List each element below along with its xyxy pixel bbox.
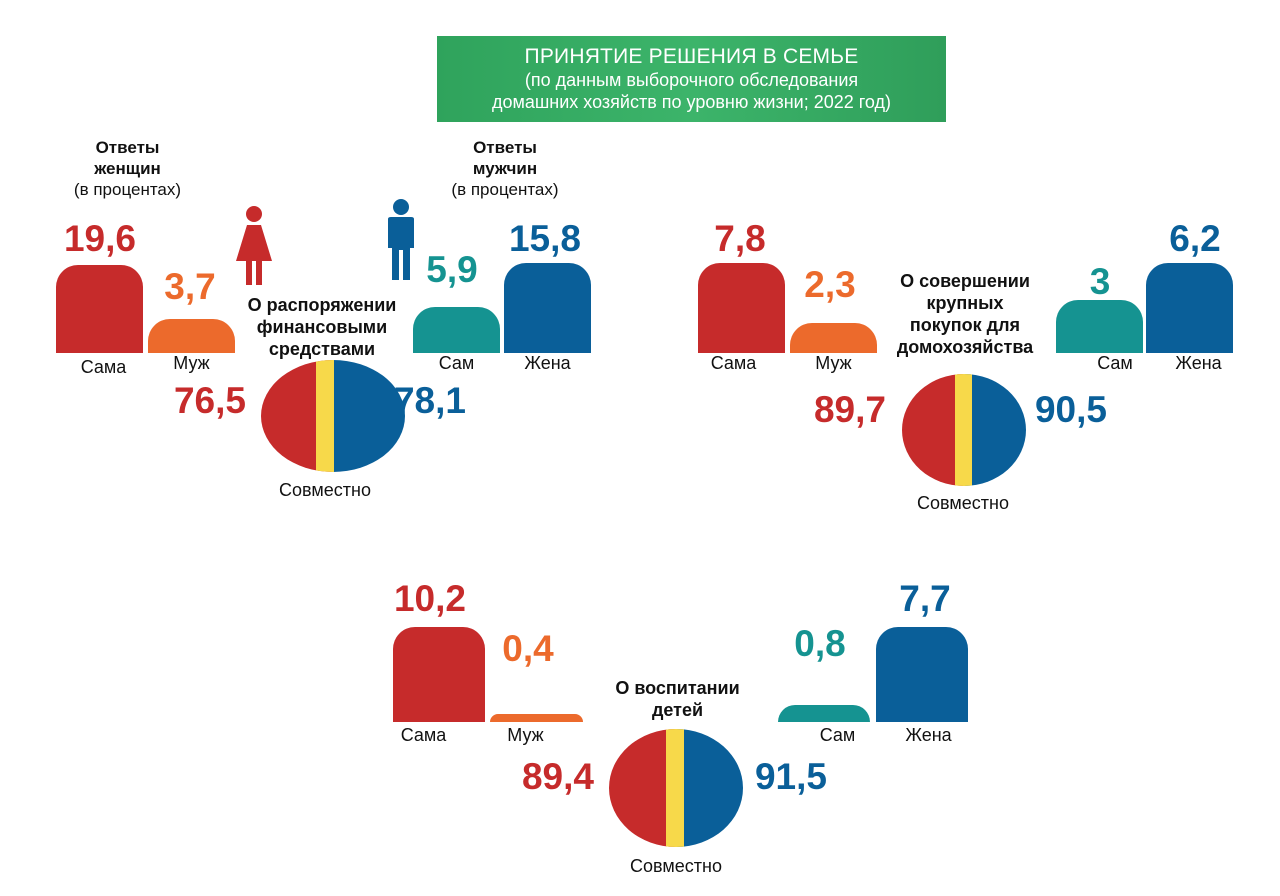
women-heading-line1: Ответы xyxy=(95,138,160,157)
p1-women-self-value: 19,6 xyxy=(63,218,136,259)
p1-women-husband-label: Муж xyxy=(173,353,210,373)
p3-joint-women-half xyxy=(609,729,676,847)
men-heading-line1: Ответы xyxy=(473,138,537,157)
p2-men-self-value: 3 xyxy=(1089,261,1111,302)
title-banner: ПРИНЯТИЕ РЕШЕНИЯ В СЕМЬЕ (по данным выбо… xyxy=(437,36,946,122)
man-icon xyxy=(388,199,414,280)
p1-men-wife-value: 15,8 xyxy=(508,218,581,259)
p3-men-wife-value: 7,7 xyxy=(899,578,951,619)
p3-women-self-label: Сама xyxy=(400,725,447,745)
p3-women-joint-value: 89,4 xyxy=(521,756,594,797)
p1-men-wife-bar xyxy=(504,263,591,353)
p2-men-wife-value: 6,2 xyxy=(1169,218,1221,259)
p2-topic-line1: О совершении xyxy=(900,271,1030,291)
chart-subtitle-line2: домашних хозяйств по уровню жизни; 2022 … xyxy=(491,92,892,112)
p3-topic-line2: детей xyxy=(651,700,704,720)
p2-men-self-label: Сам xyxy=(1097,353,1133,373)
p2-women-self-bar xyxy=(698,263,785,353)
men-heading-line2: мужчин xyxy=(472,159,538,178)
p2-men-wife-bar xyxy=(1146,263,1233,353)
women-heading: Ответы женщин (в процентах) xyxy=(50,137,205,200)
p2-men-wife-label: Жена xyxy=(1175,353,1222,373)
p3-men-wife-label: Жена xyxy=(905,725,952,745)
men-heading: Ответы мужчин (в процентах) xyxy=(425,137,585,200)
p2-men-self-bar xyxy=(1056,300,1143,353)
p1-men-wife-label: Жена xyxy=(524,353,571,373)
p3-joint-men-half xyxy=(676,729,743,847)
p2-women-self-value: 7,8 xyxy=(714,218,766,259)
p1-women-self-label: Сама xyxy=(80,357,127,377)
p2-women-self-label: Сама xyxy=(710,353,757,373)
women-unit: (в процентах) xyxy=(73,180,182,199)
p3-women-self-bar xyxy=(393,627,485,722)
p1-joint-label: Совместно xyxy=(279,480,371,500)
p3-women-self-value: 10,2 xyxy=(393,578,466,619)
woman-icon xyxy=(236,206,272,285)
p3-joint-stripe xyxy=(666,729,684,847)
p1-topic-line3: средствами xyxy=(268,339,376,359)
p1-joint-circle xyxy=(261,360,405,472)
p1-joint-men-half xyxy=(333,360,405,472)
p1-men-self-label: Сам xyxy=(438,353,475,373)
p2-women-husband-bar xyxy=(790,323,877,353)
p3-topic-line1: О воспитании xyxy=(615,678,740,698)
p3-women-husband-label: Муж xyxy=(507,725,544,745)
p3-men-joint-value: 91,5 xyxy=(754,756,827,797)
p1-women-husband-value: 3,7 xyxy=(164,266,216,307)
p1-joint-stripe xyxy=(316,360,334,472)
chart-title: ПРИНЯТИЕ РЕШЕНИЯ В СЕМЬЕ xyxy=(524,45,859,68)
p3-joint-circle xyxy=(609,729,743,847)
p3-men-wife-bar xyxy=(876,627,968,722)
p1-topic: О распоряжении финансовыми средствами xyxy=(232,294,412,360)
p2-women-husband-label: Муж xyxy=(815,353,852,373)
p2-joint-label: Совместно xyxy=(917,493,1009,513)
p2-joint-women-half xyxy=(902,374,964,486)
p3-men-self-bar xyxy=(778,705,870,722)
chart-subtitle-line1: (по данным выборочного обследования xyxy=(524,70,859,90)
p2-topic-line4: домохозяйства xyxy=(896,337,1034,357)
p2-women-husband-value: 2,3 xyxy=(804,264,856,305)
women-heading-line2: женщин xyxy=(94,159,161,178)
p2-men-joint-value: 90,5 xyxy=(1034,389,1107,430)
p2-joint-men-half xyxy=(964,374,1026,486)
p1-women-joint-value: 76,5 xyxy=(173,380,246,421)
p2-joint-circle xyxy=(902,374,1026,486)
p1-men-joint-value: 78,1 xyxy=(393,380,466,421)
p2-topic: О совершении крупных покупок для домохоз… xyxy=(880,270,1050,358)
p1-topic-line1: О распоряжении xyxy=(247,295,397,315)
p3-men-self-value: 0,8 xyxy=(794,623,846,664)
p3-topic: О воспитании детей xyxy=(595,677,760,721)
p1-women-self-bar xyxy=(56,265,143,353)
p1-women-husband-bar xyxy=(148,319,235,353)
p2-joint-stripe xyxy=(955,374,972,486)
men-unit: (в процентах) xyxy=(451,180,559,199)
p3-women-husband-bar xyxy=(490,714,583,722)
p2-topic-line2: крупных xyxy=(926,293,1004,313)
p3-men-self-label: Сам xyxy=(819,725,856,745)
p1-topic-line2: финансовыми xyxy=(256,317,388,337)
p2-women-joint-value: 89,7 xyxy=(813,389,886,430)
p1-men-self-bar xyxy=(413,307,500,353)
p1-men-self-value: 5,9 xyxy=(426,249,478,290)
p2-topic-line3: покупок для xyxy=(909,315,1021,335)
p3-women-husband-value: 0,4 xyxy=(502,628,554,669)
p3-joint-label: Совместно xyxy=(630,856,722,876)
